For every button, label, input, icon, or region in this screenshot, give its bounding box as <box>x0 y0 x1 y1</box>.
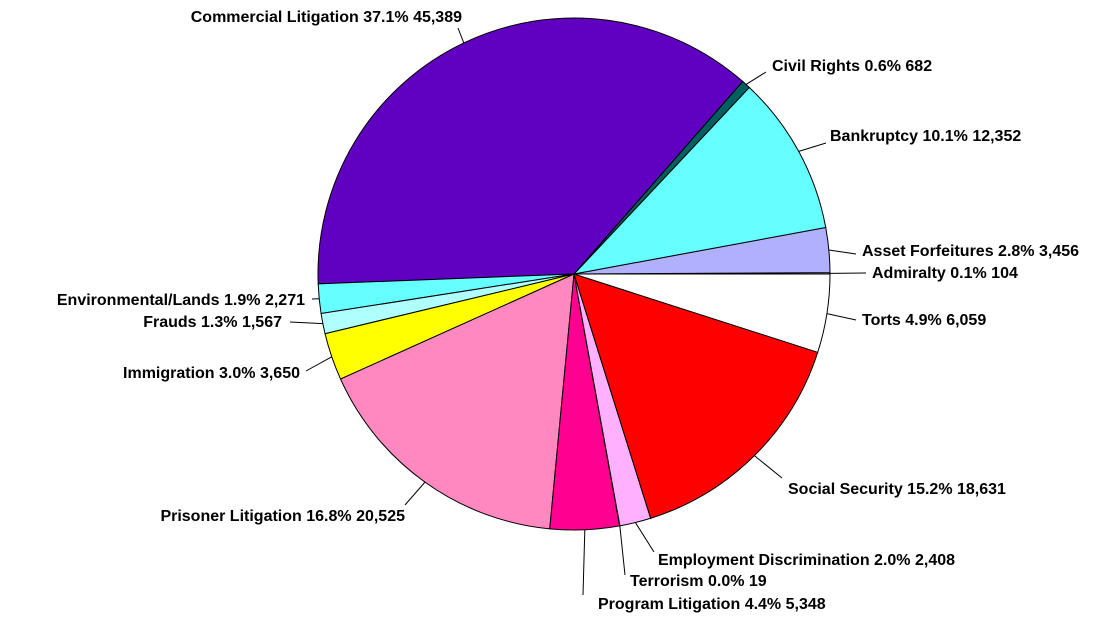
category-label: Commercial Litigation <box>191 9 359 26</box>
slice-label: Social Security 15.2% 18,631 <box>788 481 1006 498</box>
slice-label: Prisoner Litigation 16.8% 20,525 <box>160 508 405 525</box>
value-label: 682 <box>905 58 932 75</box>
percent-label: 1.3% <box>201 314 237 331</box>
slice-label: Program Litigation 4.4% 5,348 <box>598 596 826 613</box>
leader-line <box>458 28 464 43</box>
category-label: Frauds <box>143 314 196 331</box>
category-label: Civil Rights <box>772 58 860 75</box>
value-label: 104 <box>991 265 1018 282</box>
value-label: 12,352 <box>972 128 1021 145</box>
category-label: Admiralty <box>872 265 946 282</box>
percent-label: 10.1% <box>922 128 967 145</box>
leader-line <box>405 482 425 505</box>
leader-line <box>583 530 585 595</box>
slice-label: Commercial Litigation 37.1% 45,389 <box>191 9 462 26</box>
value-label: 20,525 <box>356 508 405 525</box>
percent-label: 2.0% <box>874 552 910 569</box>
slice-label: Bankruptcy 10.1% 12,352 <box>830 128 1021 145</box>
leader-line <box>827 314 856 320</box>
category-label: Environmental/Lands <box>57 292 220 309</box>
percent-label: 37.1% <box>363 9 408 26</box>
slice-label: Frauds 1.3% 1,567 <box>143 314 282 331</box>
leader-line <box>620 526 625 575</box>
slice-label: Civil Rights 0.6% 682 <box>772 58 932 75</box>
percent-label: 0.0% <box>708 573 744 590</box>
percent-label: 4.4% <box>745 596 781 613</box>
percent-label: 2.8% <box>998 243 1034 260</box>
percent-label: 1.9% <box>224 292 260 309</box>
leader-line <box>635 523 654 552</box>
category-label: Social Security <box>788 481 903 498</box>
percent-label: 16.8% <box>306 508 351 525</box>
category-label: Prisoner Litigation <box>160 508 301 525</box>
value-label: 2,408 <box>915 552 955 569</box>
category-label: Terrorism <box>630 573 704 590</box>
leader-line <box>799 143 826 151</box>
slice-label: Admiralty 0.1% 104 <box>872 265 1018 282</box>
slice-label: Asset Forfeitures 2.8% 3,456 <box>862 243 1079 260</box>
percent-label: 0.6% <box>864 58 900 75</box>
value-label: 3,650 <box>260 365 300 382</box>
leader-line <box>290 322 323 324</box>
leader-line <box>754 456 782 478</box>
category-label: Program Litigation <box>598 596 740 613</box>
category-label: Asset Forfeitures <box>862 243 994 260</box>
value-label: 2,271 <box>265 292 305 309</box>
category-label: Immigration <box>123 365 215 382</box>
percent-label: 4.9% <box>905 312 941 329</box>
leader-line <box>306 357 332 371</box>
value-label: 6,059 <box>946 312 986 329</box>
percent-label: 3.0% <box>219 365 255 382</box>
slice-label: Terrorism 0.0% 19 <box>630 573 767 590</box>
percent-label: 15.2% <box>907 481 952 498</box>
slice-label: Torts 4.9% 6,059 <box>862 312 986 329</box>
category-label: Torts <box>862 312 901 329</box>
leader-line <box>829 250 856 254</box>
value-label: 3,456 <box>1039 243 1079 260</box>
value-label: 5,348 <box>786 596 826 613</box>
value-label: 1,567 <box>242 314 282 331</box>
slice-label: Employment Discrimination 2.0% 2,408 <box>658 552 955 569</box>
percent-label: 0.1% <box>950 265 986 282</box>
leader-line <box>746 72 766 84</box>
value-label: 18,631 <box>957 481 1006 498</box>
value-label: 19 <box>749 573 767 590</box>
slice-label: Environmental/Lands 1.9% 2,271 <box>57 292 305 309</box>
category-label: Employment Discrimination <box>658 552 870 569</box>
value-label: 45,389 <box>413 9 462 26</box>
category-label: Bankruptcy <box>830 128 918 145</box>
slice-label: Immigration 3.0% 3,650 <box>123 365 300 382</box>
